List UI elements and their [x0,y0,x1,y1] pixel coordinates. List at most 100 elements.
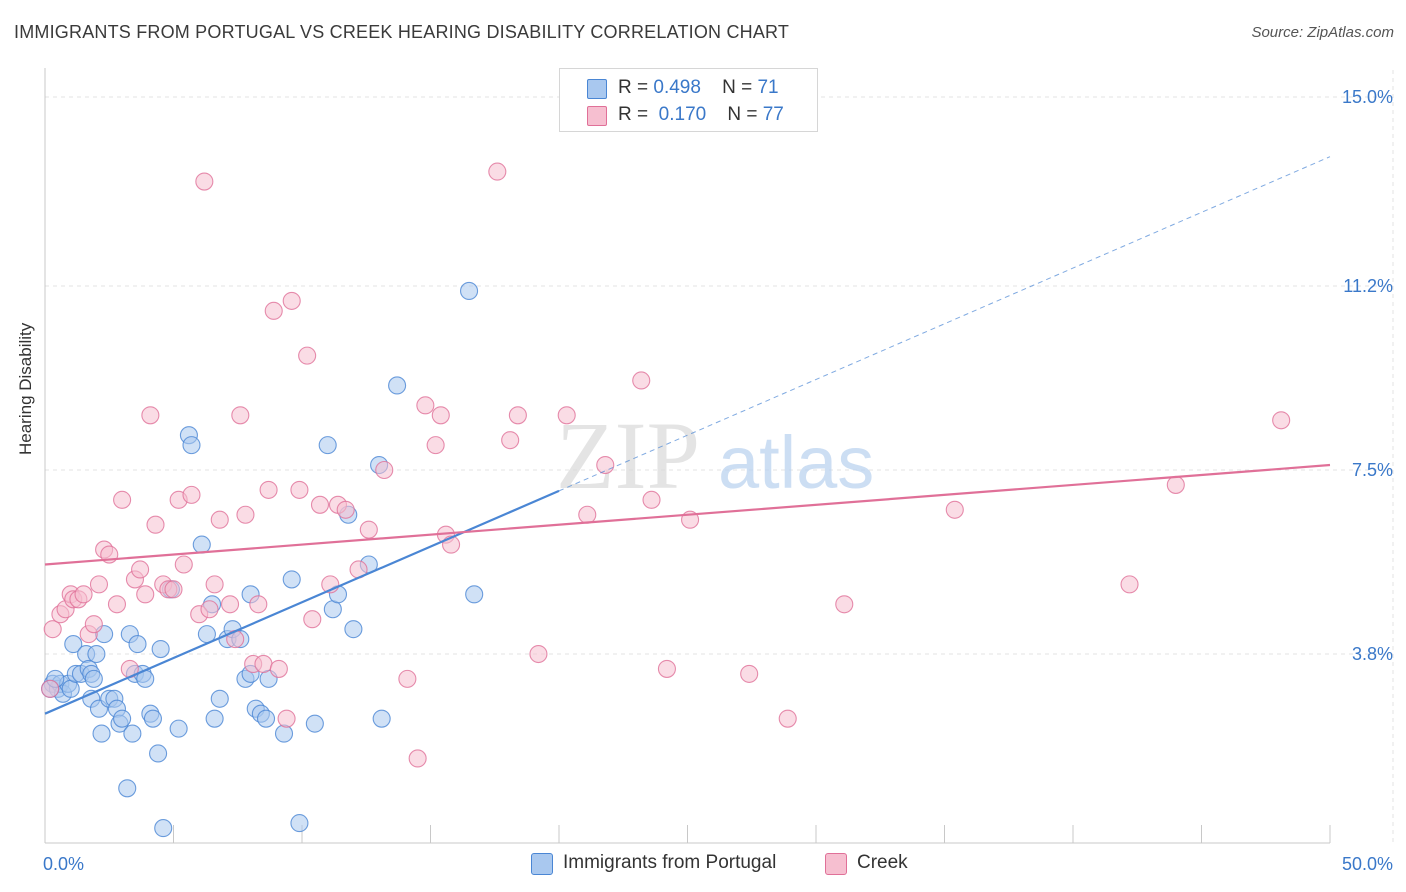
creek-point-28 [195,172,214,191]
creek-point-63 [508,406,527,425]
watermark: ZIP atlas [556,402,874,509]
creek-point-13 [107,595,127,614]
creek-point-45 [298,346,317,365]
creek-point-17 [131,560,150,579]
creek-swatch-icon [587,106,607,126]
creek-point-10 [89,575,109,594]
portugal-point-57 [305,714,324,733]
creek-point-30 [205,575,224,594]
y-tick-label-3: 15.0% [1342,87,1393,107]
portugal-point-23 [118,779,137,798]
creek-r-label: R = [618,104,649,125]
portugal-r-value: 0.498 [653,77,701,98]
creek-point-65 [557,406,576,425]
portugal-point-67 [459,281,479,301]
creek-point-26 [182,485,201,504]
portugal-n-label: N = [722,77,753,98]
creek-point-70 [657,659,676,678]
portugal-n-value: 71 [757,77,779,98]
portugal-point-27 [128,635,147,654]
portugal-point-56 [290,814,309,833]
portugal-point-36 [169,719,188,738]
creek-point-25 [174,555,193,574]
portugal-point-22 [113,709,132,728]
chart-title: IMMIGRANTS FROM PORTUGAL VS CREEK HEARIN… [14,22,790,42]
creek-point-76 [1120,575,1139,594]
portugal-point-6 [64,635,83,654]
creek-point-74 [835,595,854,614]
portugal-point-68 [465,585,484,604]
portugal-point-42 [205,709,224,728]
creek-point-35 [236,505,255,524]
creek-point-46 [303,610,322,629]
y-axis-label: Hearing Disability [16,322,35,455]
portugal-point-25 [123,724,142,743]
watermark-zip: ZIP [556,402,700,509]
x-tick-label-0: 0.0% [43,854,84,874]
creek-point-78 [1272,411,1291,430]
portugal-point-65 [372,709,391,728]
creek-point-38 [254,654,273,674]
portugal-point-34 [154,819,173,838]
creek-point-0 [41,679,60,698]
trend-lines [44,156,1331,715]
creek-point-23 [164,580,183,599]
creek-point-67 [596,455,615,475]
legend-portugal-swatch-icon [531,853,553,875]
portugal-point-32 [149,744,168,763]
portugal-point-33 [151,639,170,659]
creek-point-73 [778,709,797,728]
creek-point-61 [488,162,507,181]
y-tick-label-0: 3.8% [1352,644,1393,664]
creek-point-56 [416,396,435,415]
creek-n-label: N = [727,104,758,125]
source-label: Source: ZipAtlas.com [1251,24,1394,41]
creek-point-53 [375,460,394,480]
portugal-point-66 [388,376,407,395]
creek-point-68 [632,371,651,390]
creek-point-39 [259,480,278,499]
portugal-trend-extension [558,156,1331,492]
x-tick-label-1: 50.0% [1342,854,1393,874]
creek-point-69 [642,490,661,509]
creek-point-52 [359,520,378,539]
creek-point-72 [740,664,759,683]
tick-labels: 3.8% 7.5% 11.2% 15.0% 0.0% 50.0% [43,87,1393,874]
creek-point-37 [249,595,268,614]
portugal-point-55 [282,570,301,589]
creek-point-43 [282,291,301,310]
creek-point-66 [578,505,597,524]
creek-n-value: 77 [762,104,784,125]
legend-creek-label: Creek [857,852,908,873]
creek-point-19 [141,406,160,425]
portugal-point-38 [182,436,201,455]
creek-point-62 [501,431,520,450]
y-tick-label-2: 11.2% [1343,276,1393,296]
creek-point-77 [1166,475,1185,494]
portugal-point-39 [192,535,211,554]
portugal-r-label: R = [618,77,649,98]
creek-point-20 [146,515,165,534]
portugal-swatch-icon [587,79,607,99]
portugal-point-58 [318,436,337,455]
creek-point-47 [310,495,330,514]
portugal-trend-line [44,489,560,715]
creek-point-64 [529,644,548,664]
portugal-point-31 [143,709,162,728]
portugal-point-54 [274,724,294,743]
portugal-point-13 [84,669,103,688]
creek-trend-line [44,463,1331,566]
creek-point-34 [231,406,250,425]
data-points [41,162,1291,838]
stats-legend: R = 0.498 N = 71 R = 0.170 N = 77 [559,68,818,132]
watermark-atlas: atlas [718,421,874,504]
creek-point-44 [290,480,309,499]
creek-point-42 [277,709,296,728]
legend-portugal-label: Immigrants from Portugal [563,852,777,873]
portugal-point-43 [210,689,229,708]
portugal-point-16 [92,724,111,743]
y-tick-label-1: 7.5% [1352,460,1393,480]
creek-point-55 [408,749,427,768]
creek-point-32 [220,595,240,614]
